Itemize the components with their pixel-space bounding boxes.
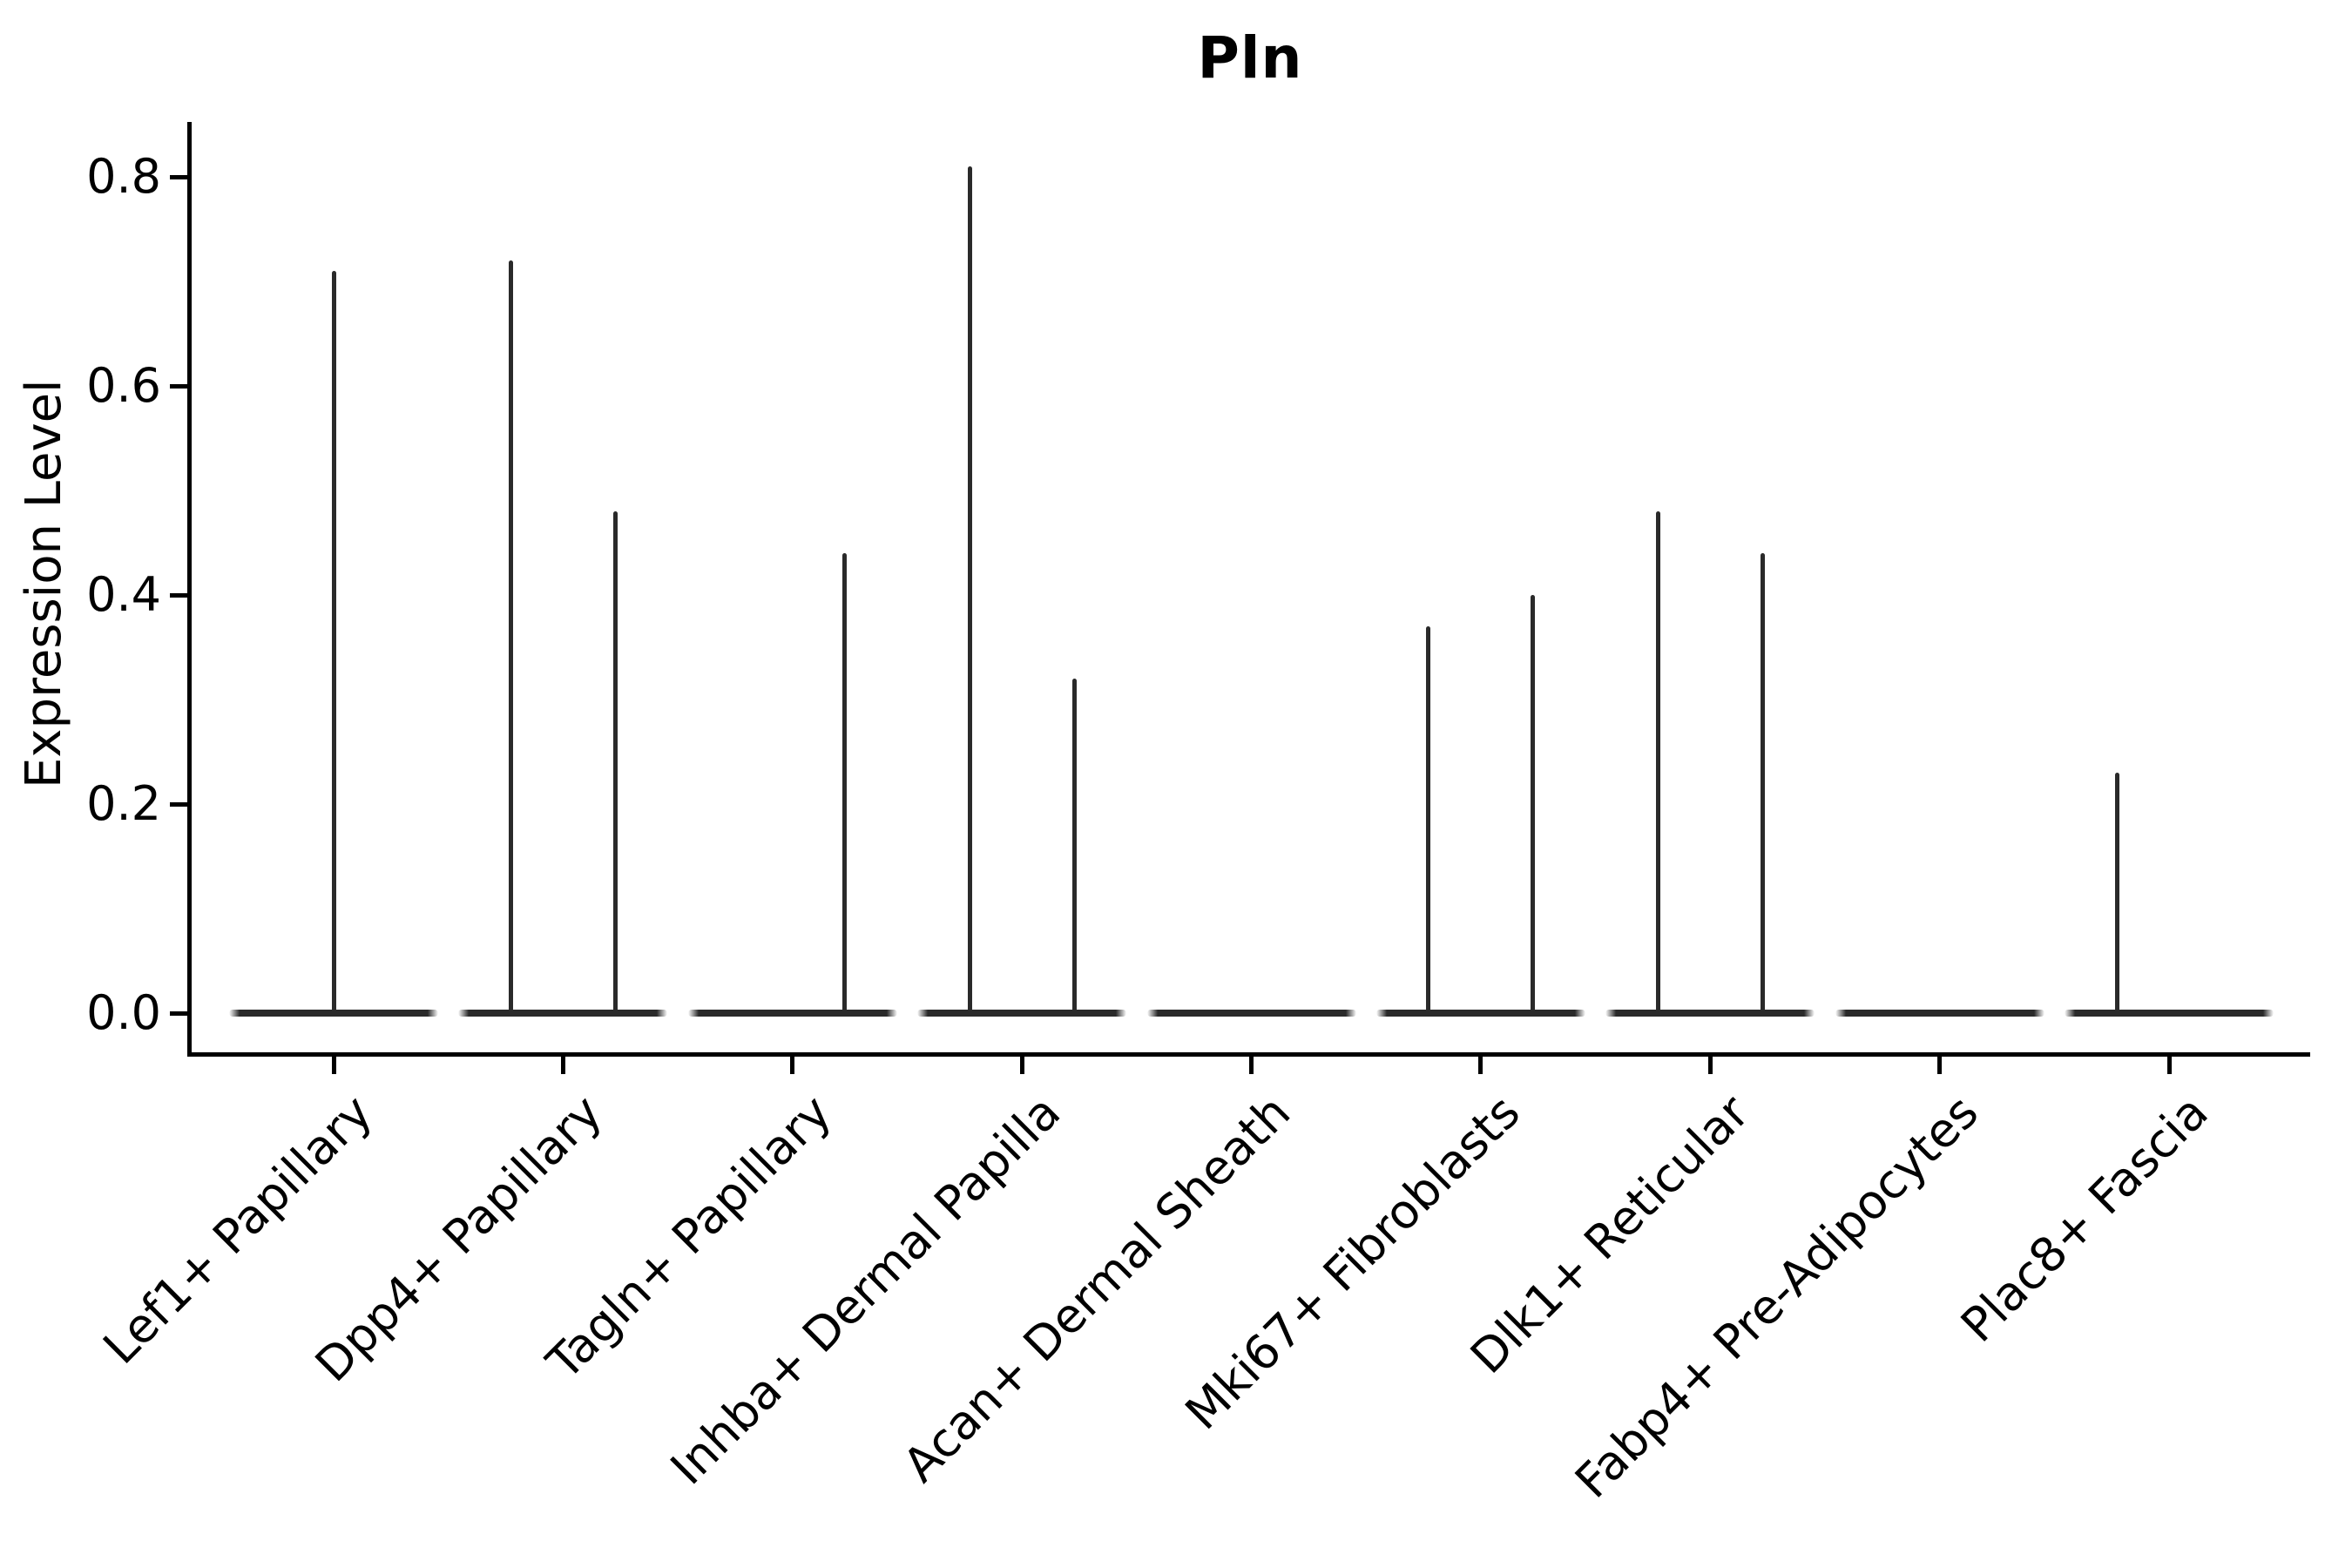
violin-spike (2114, 773, 2119, 1015)
x-tick-label: Plac8+ Fascia (1950, 1085, 2219, 1353)
violin-spike (1760, 553, 1765, 1015)
violin-body (1146, 1010, 1356, 1017)
violin-spike (612, 511, 618, 1015)
y-tick-label: 0.8 (86, 149, 161, 204)
x-tick-mark (331, 1057, 336, 1074)
y-tick-mark (170, 383, 187, 389)
violin-body (458, 1010, 668, 1017)
plot-title: Pln (1197, 24, 1303, 91)
violin-spike (1531, 595, 1536, 1015)
x-tick-mark (560, 1057, 565, 1074)
violin-body (1605, 1010, 1815, 1017)
x-tick-label: Fabp4+ Pre-Adipocytes (1565, 1085, 1990, 1509)
violin-body (2065, 1010, 2274, 1017)
violin-body (917, 1010, 1127, 1017)
violin-spike (331, 271, 336, 1015)
violin-body (1375, 1010, 1585, 1017)
x-tick-mark (2166, 1057, 2172, 1074)
violin-spike (508, 260, 513, 1015)
y-tick-mark (170, 592, 187, 598)
violin-body (687, 1010, 897, 1017)
x-tick-label: Acan+ Dermal Sheath (892, 1085, 1301, 1493)
x-tick-mark (790, 1057, 795, 1074)
x-tick-mark (1478, 1057, 1484, 1074)
violin-spike (967, 166, 972, 1015)
violin-spike (1426, 626, 1431, 1015)
violin-spike (1655, 511, 1660, 1015)
x-tick-mark (1019, 1057, 1024, 1074)
x-tick-mark (1937, 1057, 1943, 1074)
violin-spike (842, 553, 848, 1015)
violin-body (1835, 1010, 2044, 1017)
y-tick-mark (170, 801, 187, 807)
x-tick-mark (1249, 1057, 1254, 1074)
x-axis-spine (187, 1052, 2310, 1057)
y-axis-spine (187, 122, 192, 1056)
y-tick-mark (170, 174, 187, 179)
x-tick-label: Inhba+ Dermal Papilla (660, 1085, 1071, 1496)
y-tick-mark (170, 1010, 187, 1016)
y-tick-label: 0.2 (86, 776, 161, 831)
violin-spike (1071, 679, 1077, 1015)
x-tick-mark (1707, 1057, 1713, 1074)
y-tick-label: 0.6 (86, 358, 161, 413)
y-tick-label: 0.0 (86, 985, 161, 1040)
y-tick-label: 0.4 (86, 567, 161, 622)
